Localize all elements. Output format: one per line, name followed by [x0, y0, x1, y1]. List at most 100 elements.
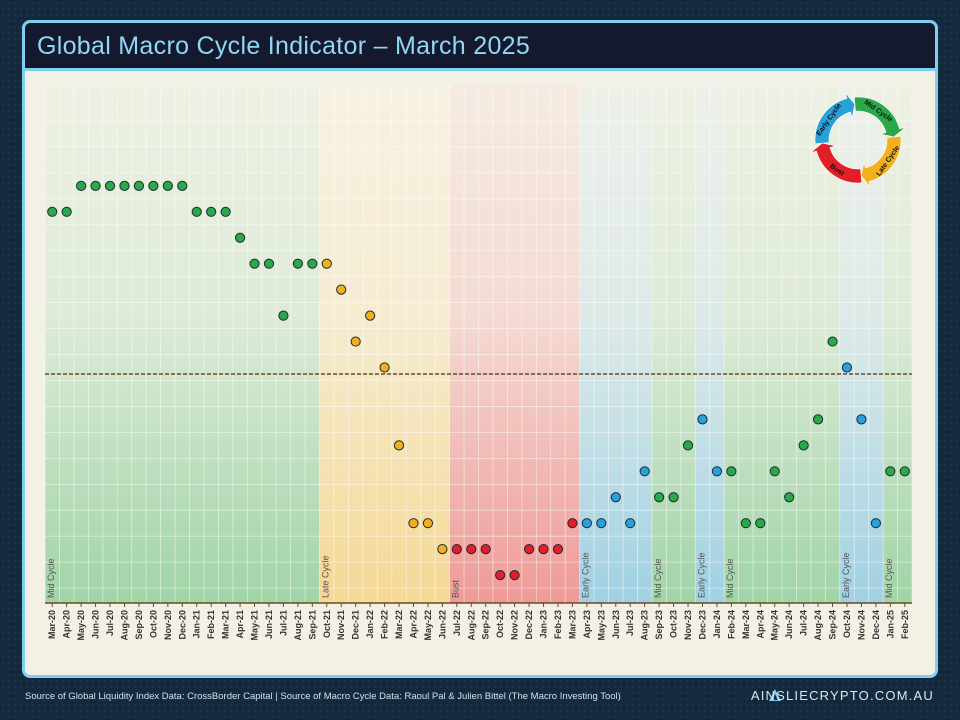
x-tick-label-9: Dec-20: [177, 610, 187, 640]
data-point-0: [47, 206, 58, 217]
phase-label-6: Mid Cycle: [725, 558, 735, 598]
x-tick-label-28: Jul-22: [452, 610, 462, 636]
x-tick-label-24: Mar-22: [394, 610, 404, 639]
data-point-23: [379, 362, 390, 373]
phase-label-1: Late Cycle: [321, 555, 331, 598]
x-tick-label-16: Jul-21: [278, 610, 288, 636]
data-point-26: [422, 518, 434, 529]
data-point-38: [596, 518, 607, 529]
x-tick-label-44: Nov-23: [683, 610, 693, 640]
title-bar: Global Macro Cycle Indicator – March 202…: [25, 23, 935, 71]
phase-region-2: [449, 84, 580, 603]
x-tick-label-50: May-24: [770, 610, 780, 641]
data-point-12: [220, 206, 231, 217]
data-point-3: [90, 180, 101, 191]
x-tick-label-52: Jul-24: [799, 610, 809, 636]
data-point-27: [437, 544, 448, 555]
data-point-54: [827, 336, 838, 347]
x-tick-label-10: Jan-21: [192, 610, 202, 639]
x-tick-label-26: May-22: [423, 610, 433, 641]
data-point-37: [581, 518, 592, 529]
x-tick-label-31: Oct-22: [495, 610, 505, 638]
x-tick-label-51: Jun-24: [784, 610, 794, 639]
x-tick-label-39: Jun-23: [611, 610, 621, 639]
x-tick-label-48: Mar-24: [741, 610, 751, 639]
x-tick-label-2: May-20: [76, 610, 86, 641]
data-point-19: [321, 258, 332, 269]
phase-region-4: [651, 84, 696, 603]
data-point-43: [668, 492, 679, 503]
x-tick-label-15: Jun-21: [264, 610, 274, 639]
x-tick-label-4: Jul-20: [105, 610, 115, 636]
data-point-51: [784, 492, 795, 503]
data-point-49: [755, 518, 766, 529]
data-point-6: [133, 180, 145, 191]
data-point-16: [278, 310, 289, 321]
phase-label-7: Early Cycle: [841, 552, 851, 598]
x-tick-label-54: Sep-24: [828, 610, 838, 640]
x-tick-label-21: Dec-21: [351, 610, 361, 640]
phase-label-4: Mid Cycle: [653, 558, 663, 598]
x-tick-label-35: Feb-23: [553, 610, 563, 639]
x-tick-label-13: Apr-21: [235, 610, 245, 639]
x-tick-label-25: Apr-22: [408, 610, 418, 639]
x-tick-label-34: Jan-23: [539, 610, 549, 639]
data-point-40: [625, 518, 636, 529]
x-tick-label-20: Nov-21: [336, 610, 346, 640]
x-tick-label-12: Mar-21: [221, 610, 231, 639]
data-point-7: [148, 180, 159, 191]
data-point-25: [408, 518, 419, 529]
phase-region-0: [45, 84, 320, 603]
data-point-35: [552, 544, 564, 555]
data-point-13: [234, 232, 246, 243]
data-point-57: [870, 518, 881, 529]
x-tick-label-11: Feb-21: [206, 610, 216, 639]
data-point-48: [740, 518, 751, 529]
data-point-2: [76, 180, 87, 191]
x-tick-label-7: Oct-20: [148, 610, 158, 638]
x-tick-label-23: Feb-22: [380, 610, 390, 639]
x-tick-label-29: Aug-22: [466, 610, 476, 641]
data-point-24: [393, 440, 405, 451]
data-point-34: [538, 544, 549, 555]
data-point-4: [104, 180, 116, 191]
data-point-46: [711, 466, 723, 477]
data-point-20: [336, 284, 347, 295]
x-tick-label-40: Jul-23: [625, 610, 635, 636]
phase-label-2: Bust: [451, 579, 461, 598]
x-tick-label-30: Sep-22: [481, 610, 491, 640]
x-tick-label-47: Feb-24: [726, 610, 736, 639]
x-tick-label-45: Dec-23: [697, 610, 707, 640]
data-point-55: [841, 362, 853, 373]
data-point-21: [350, 336, 361, 347]
phase-label-5: Early Cycle: [696, 552, 706, 598]
x-tick-label-0: Mar-20: [47, 610, 57, 639]
data-point-18: [307, 258, 318, 269]
x-tick-label-1: Apr-20: [62, 610, 72, 639]
x-tick-label-27: Jun-22: [437, 610, 447, 639]
data-point-56: [856, 414, 867, 425]
x-tick-label-38: May-23: [596, 610, 606, 641]
x-tick-label-17: Aug-21: [293, 610, 303, 641]
x-tick-label-49: Apr-24: [755, 610, 765, 639]
data-point-14: [249, 258, 260, 269]
footer-source: Source of Global Liquidity Index Data: C…: [25, 691, 621, 702]
x-tick-label-22: Jan-22: [365, 610, 375, 639]
x-tick-label-32: Nov-22: [510, 610, 520, 640]
data-point-52: [798, 440, 809, 451]
data-point-28: [451, 544, 462, 555]
x-tick-label-37: Apr-23: [582, 610, 592, 639]
data-point-47: [726, 466, 737, 477]
data-point-33: [523, 544, 535, 555]
x-tick-label-41: Aug-23: [640, 610, 650, 641]
x-tick-label-53: Aug-24: [813, 610, 823, 641]
x-tick-label-46: Jan-24: [712, 610, 722, 639]
data-point-31: [495, 570, 506, 581]
phase-region-1: [319, 84, 450, 603]
data-point-8: [162, 180, 173, 191]
data-point-53: [812, 414, 824, 425]
data-point-17: [292, 258, 303, 269]
phase-label-8: Mid Cycle: [884, 558, 894, 598]
data-point-5: [119, 180, 130, 191]
footer-brand: AINSLIECRYPTO.COM.AU: [750, 688, 934, 703]
